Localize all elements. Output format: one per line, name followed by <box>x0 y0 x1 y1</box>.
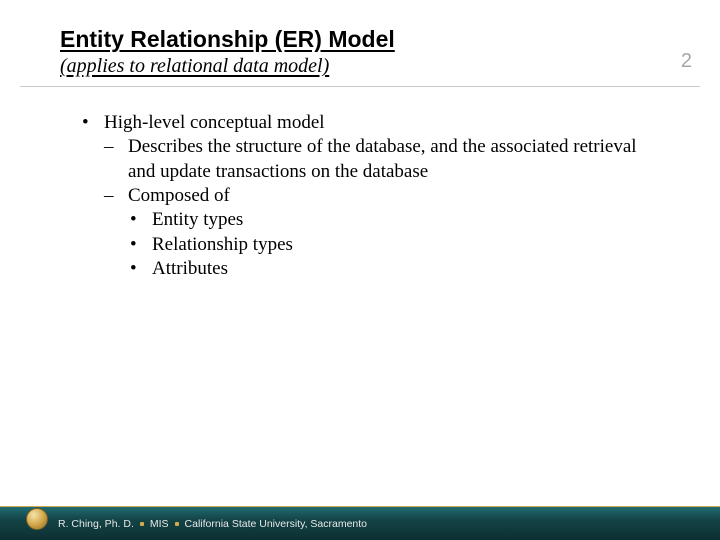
bullet-level-3: Entity types <box>128 208 660 232</box>
bullet-level-3: Attributes <box>128 257 660 281</box>
footer-dept: MIS <box>150 518 169 530</box>
footer-institution: California State University, Sacramento <box>185 518 367 530</box>
footer-separator-icon <box>140 522 144 526</box>
slide-title: Entity Relationship (ER) Model <box>60 26 660 53</box>
bullet-text: Relationship types <box>152 234 293 255</box>
bullet-text: Attributes <box>152 258 228 279</box>
bullet-level-3: Relationship types <box>128 233 660 257</box>
bullet-level-2: Describes the structure of the database,… <box>104 135 660 184</box>
slide-body: High-level conceptual model Describes th… <box>0 87 720 281</box>
slide-footer: R. Ching, Ph. D. MIS California State Un… <box>0 506 720 540</box>
bullet-level-2: Composed of <box>104 184 660 208</box>
bullet-text: Describes the structure of the database,… <box>128 136 637 181</box>
bullet-text: Entity types <box>152 209 243 230</box>
page-number: 2 <box>681 50 692 73</box>
bullet-text: High-level conceptual model <box>104 112 325 133</box>
footer-author: R. Ching, Ph. D. <box>58 518 134 530</box>
footer-separator-icon <box>175 522 179 526</box>
bullet-level-1: High-level conceptual model <box>80 111 660 135</box>
slide-subtitle: (applies to relational data model) <box>60 55 660 78</box>
seal-icon <box>26 508 48 530</box>
bullet-text: Composed of <box>128 185 230 206</box>
